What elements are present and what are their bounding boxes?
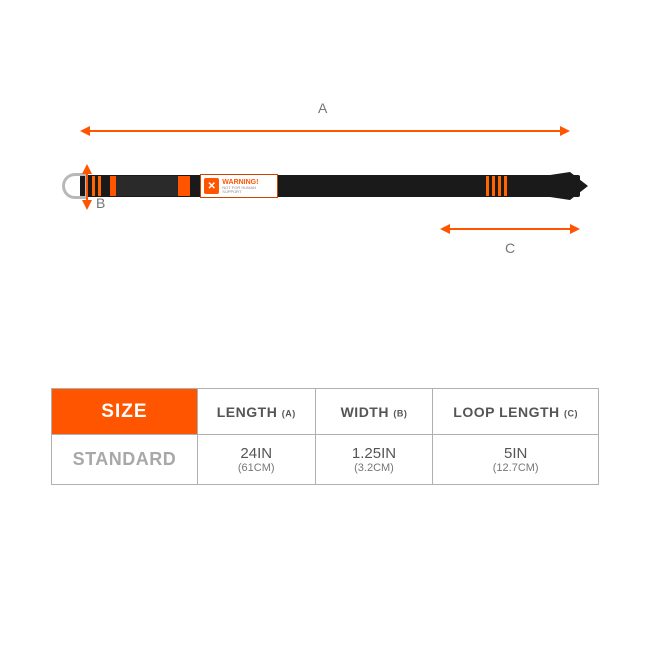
warning-label: ✕ WARNING! NOT FOR HUMAN SUPPORT: [200, 174, 278, 198]
dimension-diagram: A ✕ WARNING! NOT FOR HUMAN SUPPORT B C: [50, 100, 600, 280]
cell-width: 1.25IN (3.2CM): [315, 435, 433, 485]
dim-label-c: C: [505, 240, 515, 256]
col-header-width-sub: (B): [393, 408, 407, 418]
stitch-mark: [492, 176, 495, 196]
arrow-head-left-icon: [80, 126, 90, 136]
arrow-head-right-icon: [560, 126, 570, 136]
cell-length-in: 24IN: [198, 445, 315, 462]
cell-length: 24IN (61CM): [197, 435, 315, 485]
col-header-length-sub: (A): [282, 408, 296, 418]
col-header-size: SIZE: [52, 389, 198, 435]
cell-length-cm: (61CM): [198, 462, 315, 474]
cell-loop-in: 5IN: [433, 445, 598, 462]
col-header-loop-sub: (C): [564, 408, 578, 418]
dim-label-a: A: [318, 100, 327, 116]
col-header-loop-text: LOOP LENGTH: [453, 404, 559, 420]
stitch-mark: [504, 176, 507, 196]
col-header-loop: LOOP LENGTH (C): [433, 389, 599, 435]
table-row: STANDARD 24IN (61CM) 1.25IN (3.2CM) 5IN …: [52, 435, 599, 485]
cell-width-cm: (3.2CM): [316, 462, 433, 474]
dim-label-b: B: [96, 195, 105, 211]
arrow-head-up-icon: [82, 164, 92, 174]
arrow-head-right-icon: [570, 224, 580, 234]
arrow-head-left-icon: [440, 224, 450, 234]
stitch-mark: [486, 176, 489, 196]
table-header-row: SIZE LENGTH (A) WIDTH (B) LOOP LENGTH (C…: [52, 389, 599, 435]
col-header-length: LENGTH (A): [197, 389, 315, 435]
d-ring-icon: [62, 173, 88, 199]
col-header-width: WIDTH (B): [315, 389, 433, 435]
dim-arrow-a: [90, 130, 560, 132]
cell-loop: 5IN (12.7CM): [433, 435, 599, 485]
arrow-head-down-icon: [82, 200, 92, 210]
col-header-width-text: WIDTH: [341, 404, 389, 420]
product-label-band: [110, 176, 180, 196]
col-header-length-text: LENGTH: [217, 404, 278, 420]
stitch-mark: [498, 176, 501, 196]
dim-arrow-c: [450, 228, 570, 230]
warning-subtitle: NOT FOR HUMAN SUPPORT: [222, 186, 274, 194]
warning-icon: ✕: [204, 178, 219, 194]
dim-arrow-b: [86, 172, 88, 200]
stitch-mark: [92, 176, 95, 196]
cell-loop-cm: (12.7CM): [433, 462, 598, 474]
stitch-mark: [98, 176, 101, 196]
strap-loop: [530, 172, 590, 200]
size-table: SIZE LENGTH (A) WIDTH (B) LOOP LENGTH (C…: [51, 388, 599, 485]
cell-width-in: 1.25IN: [316, 445, 433, 462]
cell-size: STANDARD: [52, 435, 198, 485]
